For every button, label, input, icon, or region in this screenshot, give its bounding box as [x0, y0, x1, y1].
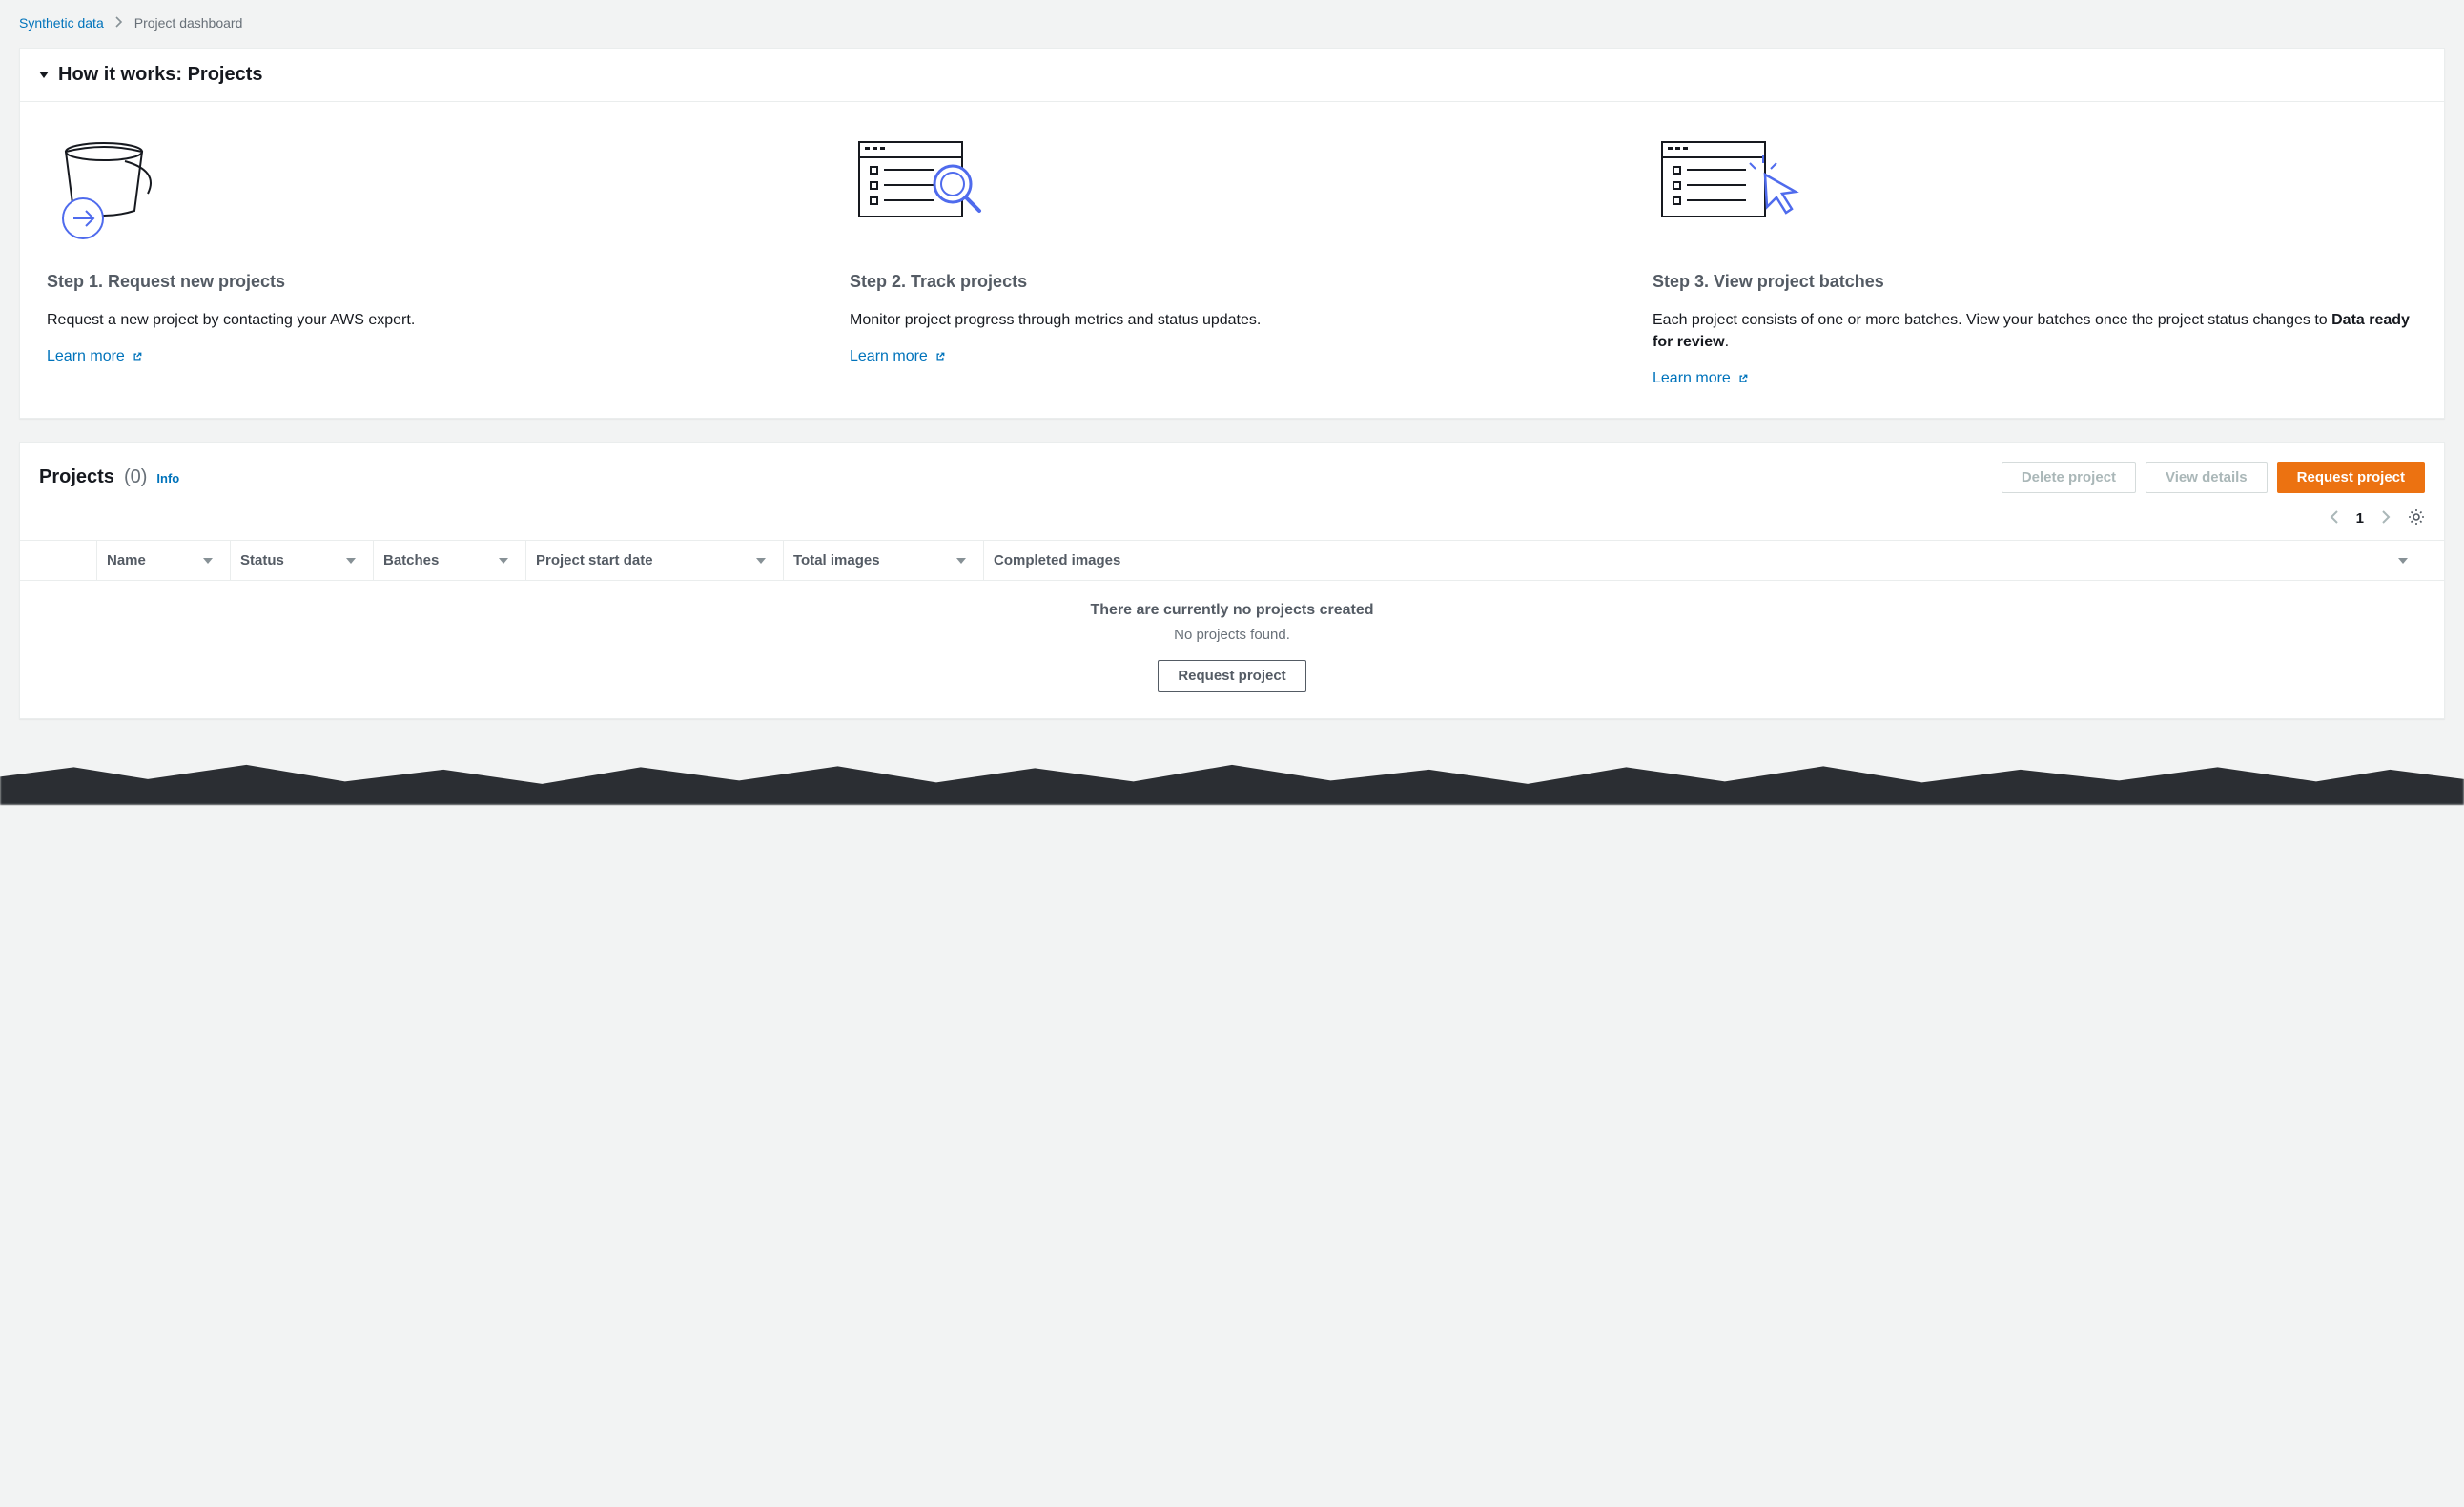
gear-icon[interactable] [2408, 508, 2425, 528]
projects-info-link[interactable]: Info [156, 471, 179, 485]
projects-panel: Projects (0) Info Delete project View de… [19, 442, 2445, 719]
panel-header[interactable]: How it works: Projects [20, 49, 2444, 102]
cursor-list-icon [1653, 134, 2417, 239]
step-1-desc: Request a new project by contacting your… [47, 309, 811, 331]
caret-down-icon [39, 72, 49, 78]
table-header-row: Name Status Batches Project start date T… [20, 540, 2444, 581]
step-2-title: Step 2. Track projects [850, 272, 1614, 292]
step-1-learn-more-link[interactable]: Learn more [47, 348, 811, 365]
filter-icon [346, 558, 356, 564]
empty-state-subtitle: No projects found. [39, 627, 2425, 643]
empty-request-project-button[interactable]: Request project [1158, 660, 1305, 692]
pagination-page: 1 [2356, 510, 2364, 526]
pagination-prev-icon[interactable] [2330, 508, 2339, 528]
projects-heading: Projects [39, 466, 114, 488]
table-header-completed-images[interactable]: Completed images [983, 541, 2425, 580]
delete-project-button[interactable]: Delete project [2002, 462, 2136, 493]
filter-icon [756, 558, 766, 564]
table-header-total-images[interactable]: Total images [783, 541, 983, 580]
step-2: Step 2. Track projects Monitor project p… [850, 134, 1614, 387]
breadcrumb: Synthetic data Project dashboard [19, 15, 2445, 31]
bucket-icon [47, 134, 811, 239]
external-link-icon [1736, 372, 1750, 385]
breadcrumb-current: Project dashboard [134, 15, 243, 31]
empty-state: There are currently no projects created … [20, 581, 2444, 718]
step-1-title: Step 1. Request new projects [47, 272, 811, 292]
step-2-desc: Monitor project progress through metrics… [850, 309, 1614, 331]
table-header-status[interactable]: Status [230, 541, 373, 580]
step-2-learn-more-link[interactable]: Learn more [850, 348, 1614, 365]
step-3-desc: Each project consists of one or more bat… [1653, 309, 2417, 353]
table-header-name[interactable]: Name [96, 541, 230, 580]
step-3-learn-more-link[interactable]: Learn more [1653, 370, 2417, 387]
request-project-button[interactable]: Request project [2277, 462, 2425, 493]
empty-state-title: There are currently no projects created [39, 602, 2425, 619]
chevron-right-icon [115, 15, 123, 31]
step-1: Step 1. Request new projects Request a n… [47, 134, 811, 387]
panel-title: How it works: Projects [58, 64, 263, 86]
learn-more-label: Learn more [47, 348, 125, 365]
external-link-icon [934, 350, 947, 363]
projects-count: (0) [124, 466, 147, 488]
table-header-checkbox[interactable] [39, 541, 96, 580]
pagination-next-icon[interactable] [2381, 508, 2391, 528]
torn-edge-decoration [0, 757, 2464, 805]
filter-icon [499, 558, 508, 564]
external-link-icon [131, 350, 144, 363]
learn-more-label: Learn more [1653, 370, 1731, 387]
filter-icon [203, 558, 213, 564]
table-header-start-date[interactable]: Project start date [525, 541, 783, 580]
step-3-title: Step 3. View project batches [1653, 272, 2417, 292]
breadcrumb-root-link[interactable]: Synthetic data [19, 15, 104, 31]
table-header-batches[interactable]: Batches [373, 541, 525, 580]
how-it-works-panel: How it works: Projects Step 1. Request n… [19, 48, 2445, 419]
view-details-button[interactable]: View details [2146, 462, 2268, 493]
search-list-icon [850, 134, 1614, 239]
step-3: Step 3. View project batches Each projec… [1653, 134, 2417, 387]
filter-icon [956, 558, 966, 564]
filter-icon [2398, 558, 2408, 564]
learn-more-label: Learn more [850, 348, 928, 365]
